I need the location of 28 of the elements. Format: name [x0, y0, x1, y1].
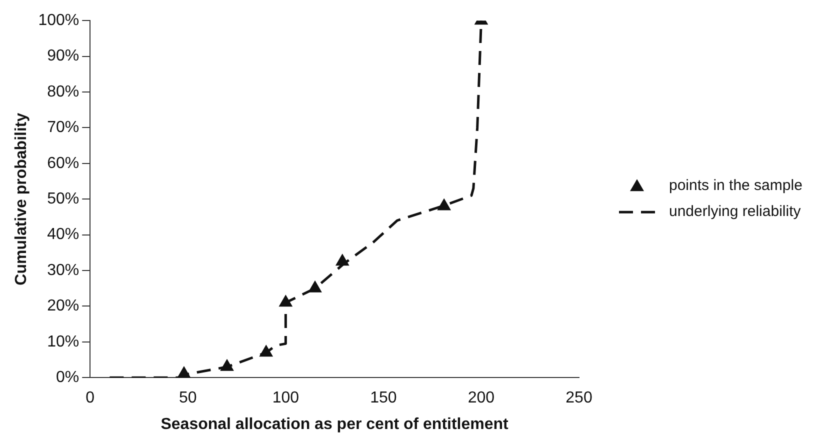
- point: [279, 295, 292, 307]
- point: [177, 366, 191, 378]
- point: [336, 254, 349, 266]
- y-tick-label: 10%: [47, 333, 80, 350]
- y-axis-title: Cumulative probability: [13, 112, 30, 286]
- legend-label: points in the sample: [669, 177, 802, 194]
- point: [308, 280, 322, 292]
- y-tick-label: 90%: [47, 48, 80, 65]
- point: [260, 345, 273, 357]
- y-tick-label: 20%: [47, 298, 80, 315]
- point: [438, 198, 451, 210]
- legend-label: underlying reliability: [669, 203, 802, 220]
- x-tick-label: 0: [86, 390, 95, 407]
- y-tick-label: 30%: [47, 262, 80, 279]
- y-tick-label: 40%: [47, 226, 80, 244]
- y-tick-label: 50%: [47, 190, 80, 208]
- y-tick-label: 100%: [38, 12, 80, 30]
- point: [220, 359, 234, 371]
- y-tick-label: 70%: [47, 119, 80, 136]
- y-tick-label: 60%: [47, 154, 80, 172]
- x-tick-label: 150: [370, 390, 397, 407]
- y-tick-label: 80%: [47, 83, 80, 100]
- x-tick-label: 50: [179, 390, 197, 407]
- x-tick-label: 100: [272, 390, 300, 407]
- x-tick-label: 200: [468, 390, 495, 407]
- x-tick-label: 250: [566, 390, 592, 407]
- x-axis-title: Seasonal allocation as per cent of entitlement: [160, 416, 510, 433]
- y-tick-label: 0%: [56, 369, 80, 386]
